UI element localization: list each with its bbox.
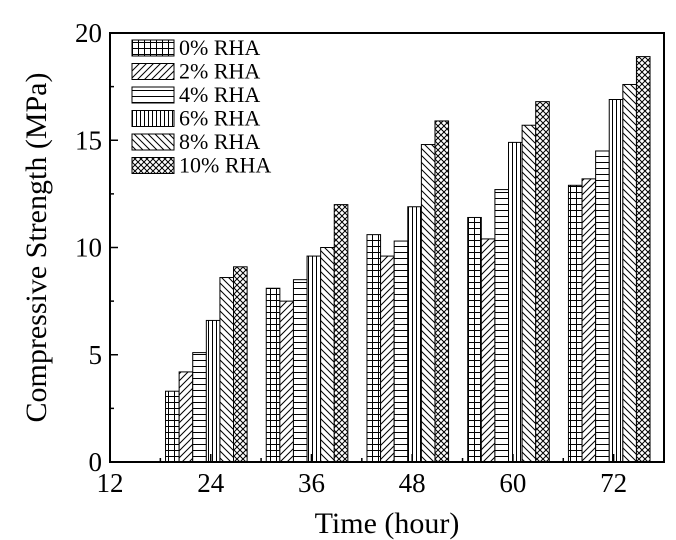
legend-label: 10% RHA [179,153,271,178]
bar-0rha-24 [165,390,180,463]
x-tick-label: 72 [600,468,627,498]
bar-0rha-36 [265,287,281,463]
bar-0rha-72 [567,184,583,463]
x-tick-label: 12 [97,468,124,498]
legend-swatch [131,39,175,57]
bar-2rha-48 [380,255,395,463]
bar-8rha-48 [420,144,436,463]
legend-label: 6% RHA [179,106,260,131]
legend-label: 0% RHA [179,35,260,60]
bar-10rha-60 [535,101,550,463]
y-tick-label: 0 [89,447,103,477]
bar-10rha-48 [434,120,450,463]
y-tick-label: 20 [75,18,102,48]
bar-2rha-60 [480,238,496,463]
bar-6rha-24 [205,319,221,463]
x-axis-title: Time (hour) [315,507,460,540]
x-tick-label: 24 [197,468,225,498]
bar-4rha-48 [393,240,409,463]
plot-frame [109,32,665,463]
bar-6rha-36 [306,255,322,463]
bar-6rha-72 [608,99,624,463]
x-tick-label: 36 [298,468,325,498]
y-tick-label: 15 [75,125,102,155]
bar-8rha-60 [521,124,537,463]
legend-swatch [131,63,175,80]
y-tick-label: 5 [89,340,103,370]
bar-8rha-24 [219,277,235,463]
bar-2rha-72 [581,178,597,463]
legend-label: 2% RHA [179,59,260,84]
x-tick-label: 60 [499,468,526,498]
y-tick-label: 10 [75,233,102,263]
bar-8rha-36 [320,247,335,463]
bar-2rha-36 [279,300,294,463]
bars-layer [165,56,651,463]
bar-4rha-72 [595,150,610,463]
y-axis-title: Compressive Strength (MPa) [20,73,53,423]
legend-label: 4% RHA [179,82,260,107]
x-tick-label: 48 [399,468,426,498]
legend-swatch [131,86,175,104]
legend-swatch [131,133,175,151]
bar-0rha-48 [366,234,382,463]
bar-2rha-24 [178,371,194,463]
bar-0rha-60 [467,216,482,463]
bar-8rha-72 [622,83,637,463]
bar-6rha-48 [407,206,422,463]
bar-4rha-60 [494,189,510,463]
bar-4rha-36 [292,279,308,463]
bar-4rha-24 [192,352,207,463]
bar-10rha-36 [333,204,349,463]
bar-6rha-60 [508,141,523,463]
bar-10rha-72 [635,56,651,463]
legend-label: 8% RHA [179,129,260,154]
bar-10rha-24 [233,266,248,463]
legend-swatch [131,110,175,127]
legend-swatch [131,157,175,174]
